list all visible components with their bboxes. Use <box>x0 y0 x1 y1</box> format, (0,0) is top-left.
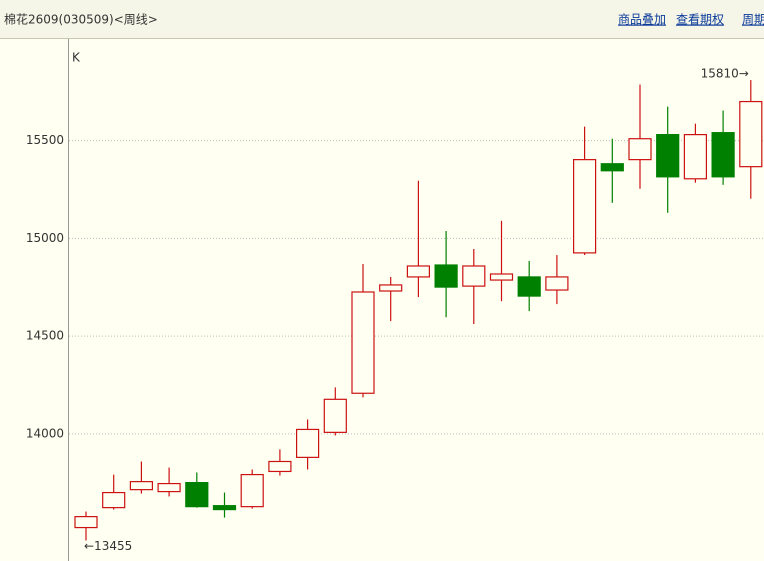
low-annotation: ←13455 <box>84 539 132 553</box>
candle-body <box>296 428 320 458</box>
header-bar <box>0 0 764 38</box>
y-tick-label: 14500 <box>26 329 64 343</box>
link[interactable]: 商品叠加 <box>618 12 666 27</box>
candle-body <box>212 505 237 511</box>
candle-body <box>406 265 430 278</box>
candle-body <box>379 284 403 292</box>
candle-body <box>628 138 652 161</box>
candle-body <box>185 482 209 508</box>
candle-body <box>489 273 514 281</box>
candle-body <box>600 163 624 172</box>
candle-body <box>323 398 347 433</box>
y-tick-label: 15000 <box>26 231 64 245</box>
candle-body <box>434 264 458 288</box>
y-tick-label: 14000 <box>26 426 64 440</box>
header-title: 棉花2609(030509)<周线> <box>4 12 158 27</box>
candle-body <box>351 291 375 394</box>
y-tick-label: 15500 <box>26 133 64 147</box>
candle-body <box>572 159 597 254</box>
candle-body <box>517 276 541 297</box>
link[interactable]: 查看期权 <box>676 13 724 27</box>
candle-body <box>656 134 680 178</box>
high-annotation: 15810→ <box>701 67 749 81</box>
candle-body <box>683 134 708 180</box>
candle-body <box>102 491 126 509</box>
axis-label: K <box>72 51 81 65</box>
link[interactable]: 周期 <box>742 13 764 27</box>
candle-body <box>74 516 98 529</box>
candle-body <box>462 265 486 287</box>
candle-body <box>739 100 763 168</box>
candle-body <box>268 460 292 473</box>
candle-body <box>157 482 181 493</box>
candle-body <box>240 473 264 508</box>
candle-body <box>711 132 735 178</box>
candle-body <box>129 481 153 491</box>
candle-body <box>545 276 569 291</box>
